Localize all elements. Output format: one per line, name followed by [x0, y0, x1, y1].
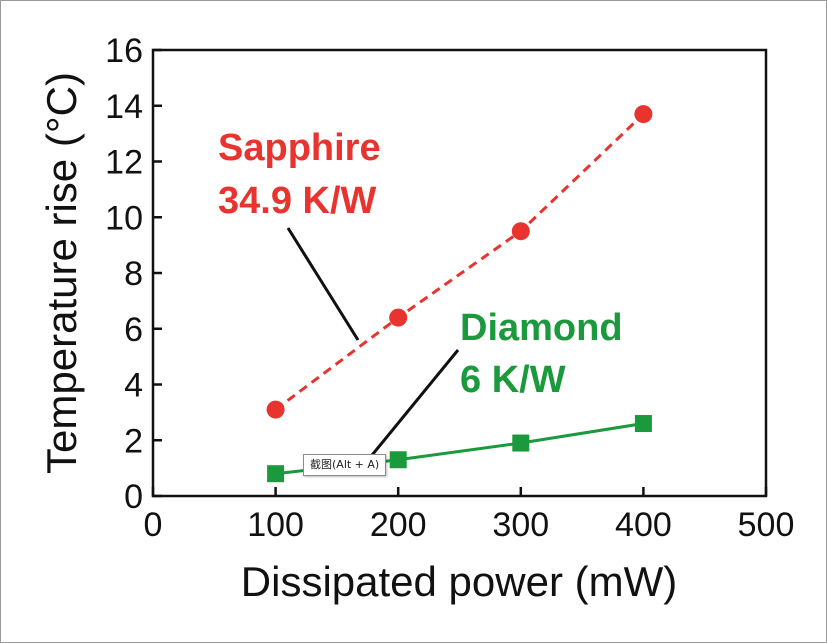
x-tick-label: 200 [370, 506, 427, 544]
y-axis-title: Temperature rise (°C) [38, 72, 85, 474]
sapphire-data-point [389, 308, 408, 327]
x-tick-label: 400 [615, 506, 672, 544]
y-tick-label: 16 [105, 32, 143, 70]
sapphire-leader-line [286, 227, 360, 341]
sapphire-resistance-label: 34.9 K/W [218, 180, 377, 222]
sapphire-series-line [274, 113, 645, 411]
y-tick-label: 14 [105, 88, 143, 126]
x-tick-label: 0 [144, 506, 163, 544]
x-axis-title: Dissipated power (mW) [241, 558, 677, 605]
diamond-data-point [389, 451, 407, 469]
y-axis: 0 2 4 6 8 10 12 14 16 [105, 32, 162, 516]
y-tick-label: 8 [124, 255, 143, 293]
y-tick-label: 0 [124, 478, 143, 516]
diamond-data-point [634, 415, 652, 433]
diamond-leader-line [366, 349, 460, 461]
x-tick-label: 300 [492, 506, 549, 544]
diamond-data-point [512, 434, 530, 452]
sapphire-label: Sapphire [218, 127, 381, 169]
diamond-data-point [267, 465, 285, 483]
x-tick-label: 500 [738, 506, 795, 544]
y-tick-label: 6 [124, 311, 143, 349]
x-axis: 0 100 200 300 400 500 [144, 487, 795, 544]
y-tick-label: 10 [105, 199, 143, 237]
sapphire-data-point [511, 222, 530, 241]
y-tick-label: 12 [105, 144, 143, 182]
diamond-label: Diamond [460, 307, 623, 349]
sapphire-data-point [266, 400, 285, 419]
y-tick-label: 4 [124, 367, 143, 405]
x-tick-label: 100 [247, 506, 304, 544]
screenshot-tooltip: 截图(Alt + A) [303, 454, 387, 476]
diamond-resistance-label: 6 K/W [460, 359, 566, 401]
y-tick-label: 2 [124, 422, 143, 460]
sapphire-data-point [634, 105, 653, 124]
